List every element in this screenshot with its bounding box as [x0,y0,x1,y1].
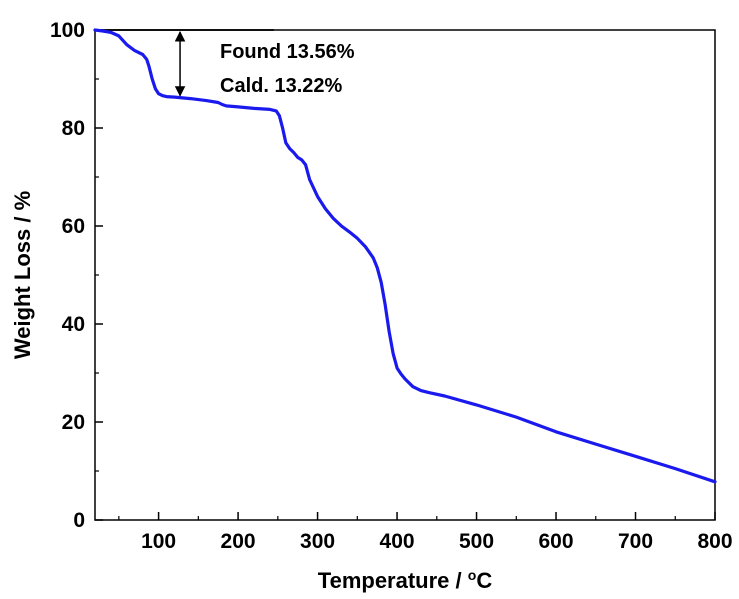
x-tick-label: 400 [380,530,415,553]
y-tick-label: 40 [62,313,85,336]
y-tick-label: 20 [62,411,85,434]
x-axis-title-unit: C [476,568,492,593]
x-tick-label: 600 [539,530,574,553]
x-tick-label: 100 [141,530,176,553]
y-axis-ticks: 0 20 40 60 80 100 [50,19,103,532]
annotation-cald: Cald. 13.22% [220,75,343,97]
annotation-found: Found 13.56% [220,41,355,63]
x-axis-title-text: Temperature / [318,568,468,593]
y-tick-label: 0 [73,509,85,532]
x-axis-ticks: 100 200 300 400 500 600 700 800 [118,512,733,553]
x-axis-title: Temperature / oC [318,567,493,593]
y-tick-label: 80 [62,117,85,140]
x-tick-label: 300 [300,530,335,553]
y-tick-label: 100 [50,19,85,42]
weight-loss-curve [93,28,717,484]
x-axis-title-degree: o [468,567,477,583]
x-tick-label: 500 [459,530,494,553]
x-tick-label: 200 [221,530,256,553]
x-tick-label: 800 [697,530,732,553]
y-axis-title: Weight Loss / % [10,191,35,359]
y-tick-label: 60 [62,215,85,238]
plot-frame [94,29,716,521]
x-tick-label: 700 [618,530,653,553]
